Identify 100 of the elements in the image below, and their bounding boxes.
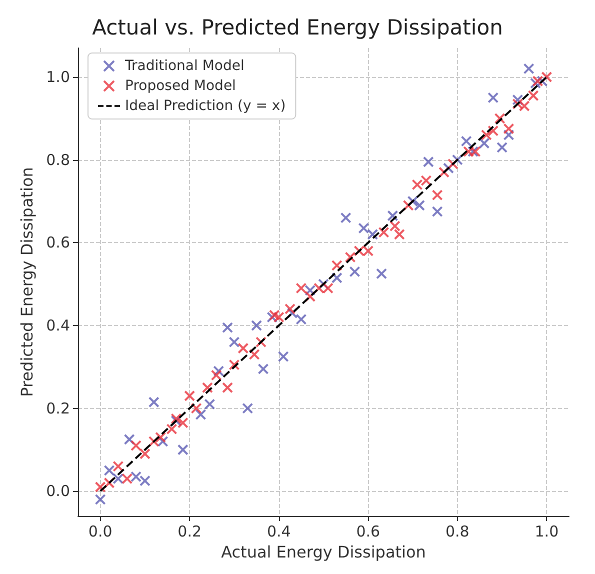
point	[536, 76, 548, 87]
point	[94, 494, 106, 505]
point	[238, 342, 249, 354]
point	[322, 282, 334, 294]
point	[447, 158, 458, 170]
point	[258, 363, 269, 374]
point	[94, 482, 106, 493]
point	[512, 94, 524, 106]
point	[210, 370, 222, 381]
point	[367, 228, 378, 240]
point	[349, 266, 360, 278]
y-tick-label: 0.2	[46, 399, 70, 418]
y-tick-label: 1.0	[46, 68, 70, 86]
point	[414, 200, 425, 211]
point	[130, 471, 142, 482]
point	[304, 284, 316, 296]
point	[195, 409, 206, 420]
point	[389, 220, 400, 232]
point	[480, 129, 492, 140]
point	[358, 222, 370, 234]
x-tick-label: 0.2	[178, 522, 202, 540]
point	[402, 200, 414, 211]
point	[184, 390, 196, 402]
point	[112, 460, 124, 472]
point	[394, 228, 405, 240]
x-tick-label: 1.0	[534, 522, 559, 540]
x-tick-label: 0.4	[266, 522, 291, 540]
x-tick-label: 0.6	[356, 522, 380, 540]
point	[340, 212, 352, 224]
point	[488, 125, 499, 136]
point	[139, 475, 150, 486]
point	[362, 245, 374, 256]
point	[296, 282, 307, 294]
point	[422, 156, 434, 168]
point	[157, 436, 168, 447]
point	[202, 382, 213, 394]
point	[420, 175, 432, 186]
y-axis-title: Predicted Energy Dissipation	[18, 167, 37, 397]
point	[438, 166, 450, 178]
point	[387, 210, 398, 222]
point	[213, 366, 224, 377]
point	[463, 146, 474, 158]
point	[452, 154, 463, 166]
point	[331, 272, 342, 284]
point	[376, 268, 388, 280]
y-tick-label: 0.4	[46, 316, 70, 334]
point	[273, 312, 284, 323]
point	[256, 336, 267, 348]
point	[314, 282, 325, 294]
point	[124, 434, 135, 445]
point	[378, 226, 390, 238]
point	[139, 448, 150, 460]
point	[331, 260, 342, 271]
x-axis-title: Actual Energy Dissipation	[221, 542, 426, 562]
x-tick-label: 0.8	[445, 522, 470, 540]
point	[512, 98, 524, 110]
x-tick-label: 0.0	[88, 522, 112, 540]
y-tick-label: 0.0	[46, 482, 70, 500]
point	[148, 396, 160, 408]
legend-label: Ideal Prediction (y = x)	[125, 98, 286, 114]
point	[242, 402, 254, 414]
point	[155, 432, 166, 443]
point	[460, 136, 472, 147]
point	[177, 417, 188, 428]
point	[412, 179, 423, 190]
point	[278, 351, 289, 362]
point	[354, 245, 365, 256]
point	[284, 303, 296, 314]
point	[104, 464, 115, 476]
point	[251, 320, 262, 331]
point	[130, 440, 142, 452]
point	[122, 473, 133, 484]
point	[432, 190, 443, 201]
point	[222, 322, 234, 334]
point	[432, 206, 443, 218]
point	[496, 142, 508, 153]
point	[228, 336, 240, 348]
point	[222, 382, 234, 394]
point	[112, 473, 124, 484]
point	[528, 90, 539, 102]
chart-title: Actual vs. Predicted Energy Dissipation	[92, 16, 503, 40]
y-tick-label: 0.6	[46, 234, 70, 252]
point	[523, 63, 534, 74]
point	[503, 123, 514, 134]
point	[488, 92, 499, 104]
point	[190, 402, 202, 414]
point	[286, 308, 298, 319]
y-tick-label: 0.8	[46, 150, 70, 169]
legend-label: Proposed Model	[125, 78, 236, 94]
point	[204, 398, 216, 410]
point	[478, 138, 490, 149]
point	[494, 112, 506, 124]
point	[177, 444, 188, 456]
point	[296, 314, 307, 325]
point	[148, 436, 160, 447]
point	[344, 252, 356, 263]
point	[248, 348, 260, 360]
legend-label: Traditional Model	[124, 58, 244, 74]
point	[228, 359, 240, 370]
point	[166, 424, 178, 435]
